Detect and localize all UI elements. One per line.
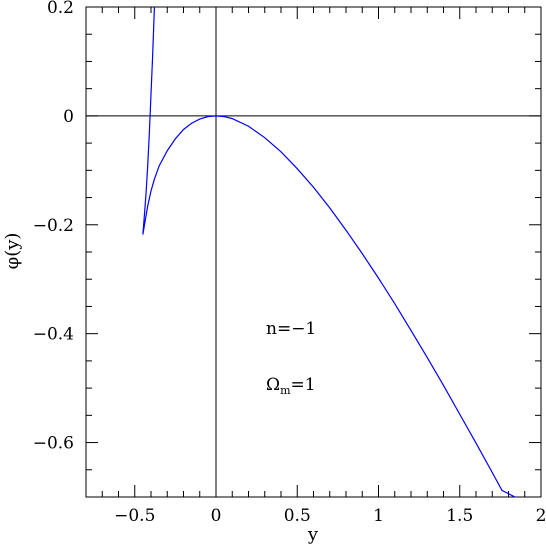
y-tick-label: −0.6 — [33, 434, 74, 454]
plot-frame — [85, 6, 542, 498]
x-tick-label: 0 — [211, 506, 222, 526]
y-tick-label: −0.4 — [33, 325, 74, 345]
x-axis-title: y — [307, 524, 319, 545]
x-tick-label: 1 — [373, 506, 384, 526]
x-tick-label: −0.5 — [114, 506, 155, 526]
y-tick-label: −0.2 — [33, 216, 74, 236]
annotation-omega-subscript: m — [280, 384, 291, 397]
tick-labels: −0.5 0 0.5 1 1.5 2 −0.6 −0.4 −0.2 0 0.2 — [33, 0, 546, 526]
annotation-n: n=−1 — [266, 319, 316, 339]
annotation-omega-symbol: Ω — [266, 375, 280, 395]
reference-lines — [86, 7, 541, 497]
series-line — [142, 7, 516, 497]
annotation-omega: Ωm=1 — [266, 375, 316, 397]
x-tick-label: 2 — [536, 506, 546, 526]
x-tick-label: 0.5 — [284, 506, 311, 526]
x-tick-label: 1.5 — [446, 506, 473, 526]
y-tick-label: 0 — [63, 107, 74, 127]
y-axis-title: φ(y) — [2, 233, 23, 270]
y-tick-label: 0.2 — [47, 0, 74, 18]
ticks — [85, 6, 542, 498]
series-group — [142, 7, 516, 497]
annotation-omega-value: =1 — [291, 375, 316, 395]
